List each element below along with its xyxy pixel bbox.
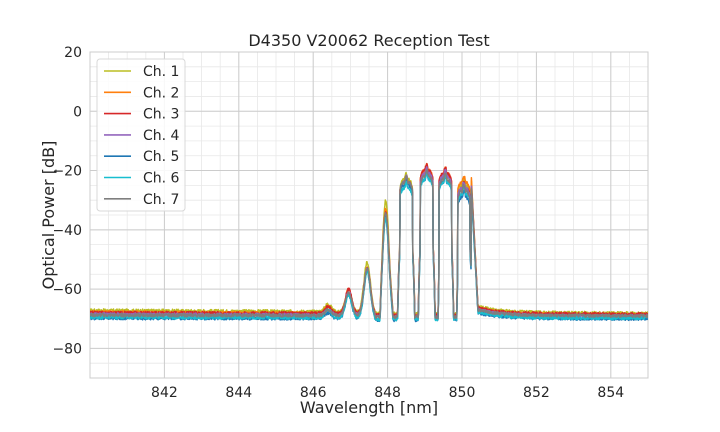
legend-label: Ch. 4 xyxy=(143,128,180,144)
chart-title: D4350 V20062 Reception Test xyxy=(248,31,489,50)
plot-area xyxy=(90,162,648,323)
legend-label: Ch. 3 xyxy=(143,107,179,123)
plot-frame xyxy=(89,51,649,379)
y-tick-label: −20 xyxy=(52,164,82,180)
legend-label: Ch. 2 xyxy=(143,85,179,101)
legend-label: Ch. 7 xyxy=(143,192,179,208)
x-tick-label: 850 xyxy=(449,385,476,401)
y-tick-label: −80 xyxy=(52,341,82,357)
y-tick-label: −40 xyxy=(52,223,82,239)
y-tick-label: 0 xyxy=(73,104,82,120)
y-tick-label: 20 xyxy=(64,45,82,61)
x-axis-label: Wavelength [nm] xyxy=(300,398,438,417)
y-axis-label: Optical Power [dB] xyxy=(39,141,58,290)
legend-label: Ch. 6 xyxy=(143,171,180,187)
x-tick-label: 848 xyxy=(374,385,401,401)
legend: Ch. 1 Ch. 2 Ch. 3 Ch. 4 Ch. 5 Ch. 6 Ch. 7 xyxy=(96,58,186,212)
legend-box xyxy=(96,58,186,212)
x-tick-label: 854 xyxy=(597,385,624,401)
y-tick-label: −60 xyxy=(52,282,82,298)
axis-ticks: 842 844 846 848 850 852 854 −80 −60 −40 −20 0 20 xyxy=(52,45,624,401)
series-line-ch-7 xyxy=(90,168,648,320)
x-tick-label: 842 xyxy=(151,385,178,401)
legend-label: Ch. 5 xyxy=(143,149,179,165)
x-tick-label: 852 xyxy=(523,385,550,401)
x-tick-label: 844 xyxy=(225,385,252,401)
x-tick-label: 846 xyxy=(300,385,327,401)
legend-label: Ch. 1 xyxy=(143,64,179,80)
